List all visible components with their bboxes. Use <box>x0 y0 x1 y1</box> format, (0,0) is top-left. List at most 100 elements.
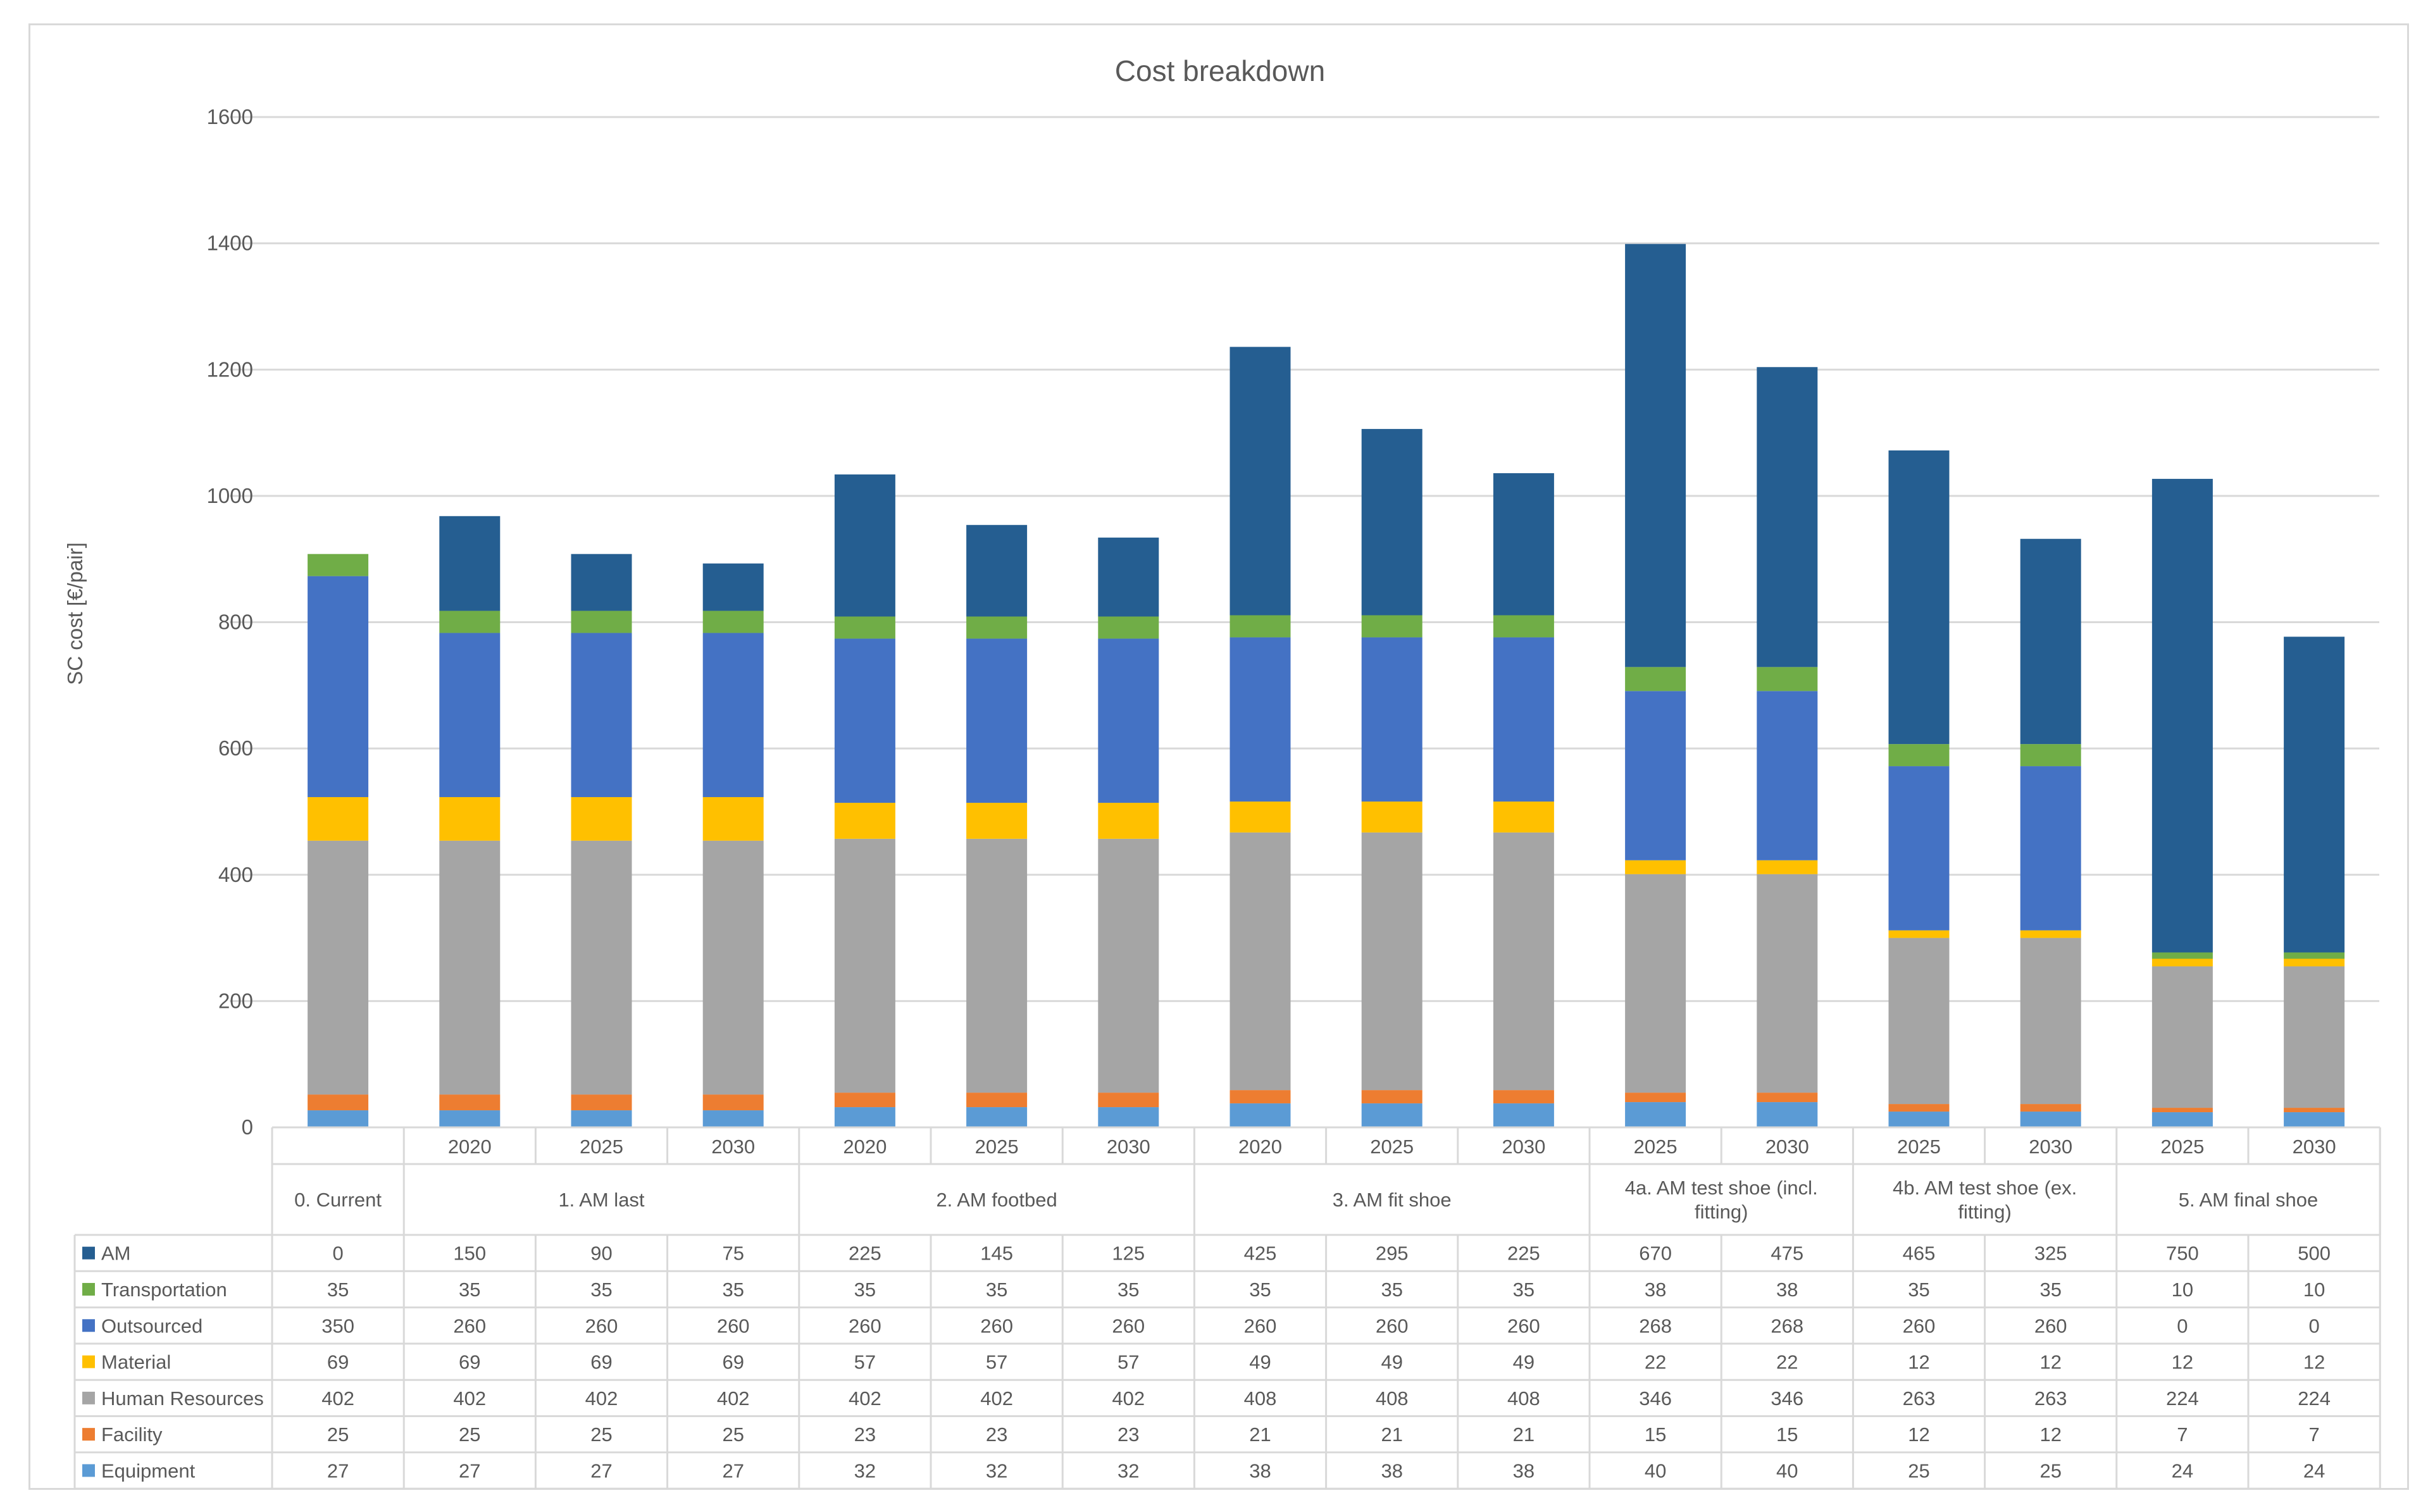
bar-segment-outsourced <box>1757 691 1818 860</box>
data-value: 27 <box>459 1459 480 1482</box>
data-value: 260 <box>1112 1315 1145 1337</box>
data-value: 38 <box>1381 1459 1402 1482</box>
bar-segment-equipment <box>1757 1102 1818 1127</box>
bar-segment-outsourced <box>702 633 764 797</box>
data-value: 260 <box>1903 1315 1936 1337</box>
data-value: 24 <box>2303 1459 2325 1482</box>
bar-segment-outsourced <box>1493 637 1554 802</box>
year-label: 2030 <box>2029 1136 2072 1158</box>
bar-segment-am <box>834 474 895 617</box>
data-value: 224 <box>2298 1387 2331 1410</box>
bar-segment-am <box>1625 244 1686 667</box>
year-label: 2025 <box>580 1136 623 1158</box>
legend-label-am: AM <box>101 1242 131 1265</box>
data-value: 35 <box>986 1279 1007 1301</box>
data-value: 21 <box>1249 1423 1271 1446</box>
group-label: 0. Current <box>294 1189 382 1211</box>
legend-label-transportation: Transportation <box>101 1279 227 1301</box>
bar-segment-am <box>1230 347 1291 616</box>
data-value: 402 <box>849 1387 881 1410</box>
data-value: 27 <box>722 1459 744 1482</box>
data-value: 475 <box>1771 1242 1803 1265</box>
data-value: 38 <box>1513 1459 1535 1482</box>
data-value: 260 <box>585 1315 618 1337</box>
bar-segment-material <box>1493 801 1554 833</box>
bar-segment-human-resources <box>2284 966 2345 1108</box>
data-value: 35 <box>1908 1279 1929 1301</box>
legend-key-facility <box>82 1428 95 1441</box>
data-value: 12 <box>1908 1351 1929 1373</box>
bar-segment-human-resources <box>1230 832 1291 1091</box>
data-value: 69 <box>722 1351 744 1373</box>
bar-segment-material <box>2284 958 2345 967</box>
bar-segment-transportation <box>1493 615 1554 638</box>
bar-segment-outsourced <box>966 638 1028 803</box>
bar-segment-transportation <box>1098 616 1159 639</box>
bar-segment-human-resources <box>702 840 764 1095</box>
data-value: 500 <box>2298 1242 2331 1265</box>
bar-segment-am <box>1098 537 1159 617</box>
bar-segment-material <box>1098 802 1159 839</box>
data-value: 21 <box>1381 1423 1402 1446</box>
bar-segment-am <box>702 563 764 611</box>
bar-segment-equipment <box>1493 1103 1554 1127</box>
bar-segment-am <box>2020 538 2081 745</box>
data-value: 57 <box>1118 1351 1139 1373</box>
data-value: 260 <box>453 1315 486 1337</box>
bar-segment-material <box>2020 930 2081 938</box>
bar-segment-material <box>966 802 1028 839</box>
data-value: 0 <box>2308 1315 2319 1337</box>
year-label: 2025 <box>1370 1136 1414 1158</box>
bar-segment-equipment <box>1230 1103 1291 1127</box>
data-value: 263 <box>2034 1387 2067 1410</box>
data-value: 263 <box>1903 1387 1936 1410</box>
y-tick-label: 800 <box>218 610 253 634</box>
data-value: 38 <box>1776 1279 1798 1301</box>
bar-segment-transportation <box>2020 744 2081 767</box>
data-value: 12 <box>2039 1351 2061 1373</box>
data-value: 25 <box>2039 1459 2061 1482</box>
bar-segment-am <box>439 516 501 611</box>
group-label: 4a. AM test shoe (incl. <box>1625 1177 1818 1199</box>
bar-segment-human-resources <box>1888 938 1950 1105</box>
year-label: 2020 <box>1238 1136 1282 1158</box>
data-value: 346 <box>1771 1387 1803 1410</box>
bar-segment-equipment <box>834 1107 895 1127</box>
data-value: 402 <box>585 1387 618 1410</box>
bar-segment-equipment <box>2151 1112 2213 1127</box>
data-value: 32 <box>986 1459 1007 1482</box>
bar-segment-facility <box>2284 1108 2345 1113</box>
bar-segment-human-resources <box>1361 832 1423 1091</box>
y-tick-label: 600 <box>218 736 253 760</box>
data-value: 408 <box>1507 1387 1540 1410</box>
data-value: 150 <box>453 1242 486 1265</box>
data-value: 268 <box>1639 1315 1672 1337</box>
data-value: 35 <box>1249 1279 1271 1301</box>
data-value: 325 <box>2034 1242 2067 1265</box>
data-value: 75 <box>722 1242 744 1265</box>
data-value: 32 <box>1118 1459 1139 1482</box>
data-value: 425 <box>1244 1242 1277 1265</box>
y-tick-label: 1000 <box>207 484 253 507</box>
bar-segment-equipment <box>1098 1107 1159 1127</box>
bar-segment-equipment <box>1625 1102 1686 1127</box>
bar-segment-human-resources <box>571 840 632 1095</box>
bar-segment-human-resources <box>2151 966 2213 1108</box>
bar-segment-facility <box>308 1094 369 1111</box>
bar-segment-outsourced <box>1230 637 1291 802</box>
bar-segment-outsourced <box>1361 637 1423 802</box>
data-value: 15 <box>1645 1423 1666 1446</box>
bar-segment-human-resources <box>1757 874 1818 1093</box>
year-label: 2030 <box>1502 1136 1545 1158</box>
bar-segment-material <box>1757 860 1818 874</box>
data-value: 49 <box>1513 1351 1535 1373</box>
bar-segment-am <box>1361 429 1423 616</box>
bar-segment-am <box>1493 473 1554 616</box>
data-value: 40 <box>1776 1459 1798 1482</box>
bar-segment-facility <box>702 1094 764 1111</box>
group-label: 2. AM footbed <box>936 1189 1057 1211</box>
legend-key-am <box>82 1246 95 1260</box>
year-label: 2025 <box>1897 1136 1941 1158</box>
bar-segment-outsourced <box>1888 766 1950 931</box>
bar-segment-am <box>571 554 632 611</box>
